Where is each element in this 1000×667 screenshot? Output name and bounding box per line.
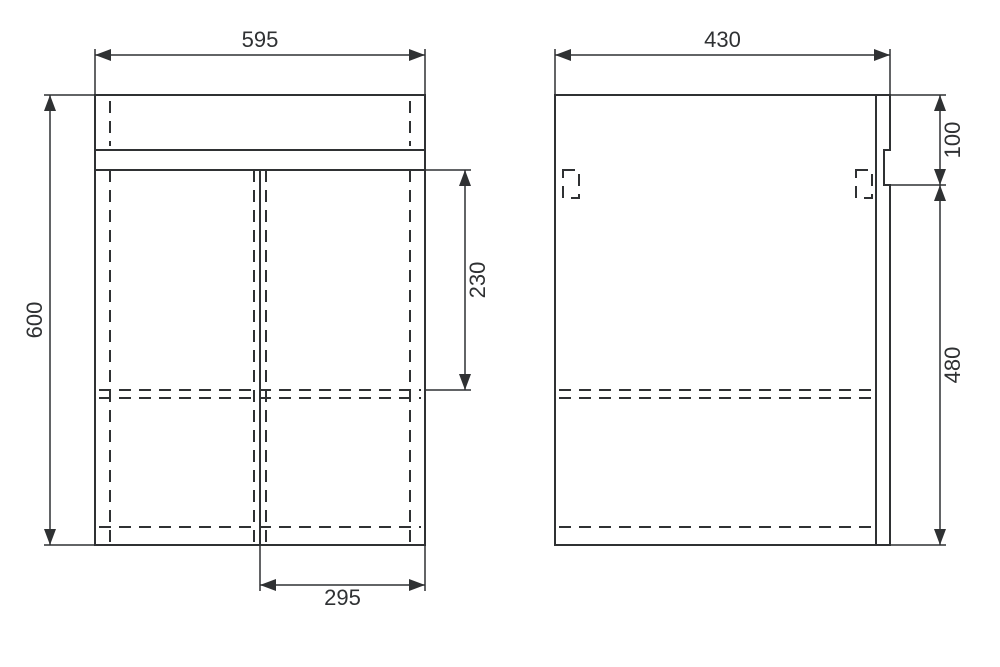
svg-text:230: 230 [465,262,490,299]
svg-text:430: 430 [704,27,741,52]
svg-text:295: 295 [324,585,361,610]
svg-text:600: 600 [22,302,47,339]
svg-text:480: 480 [940,347,965,384]
side-view [555,95,890,545]
svg-text:100: 100 [940,122,965,159]
front-view [95,95,425,545]
svg-text:595: 595 [242,27,279,52]
